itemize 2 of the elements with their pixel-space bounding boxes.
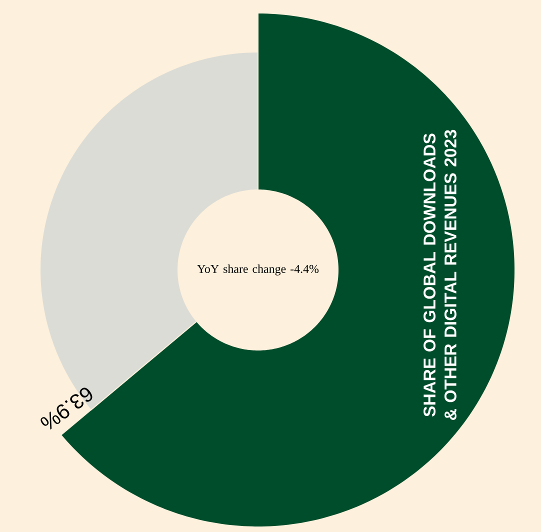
text: SHARE OF GLOBAL DOWNLOADS & OTHER DIGITAL REVENUES 2023: [424, 130, 456, 420]
text: YoY share change -4.4%: [197, 264, 319, 276]
